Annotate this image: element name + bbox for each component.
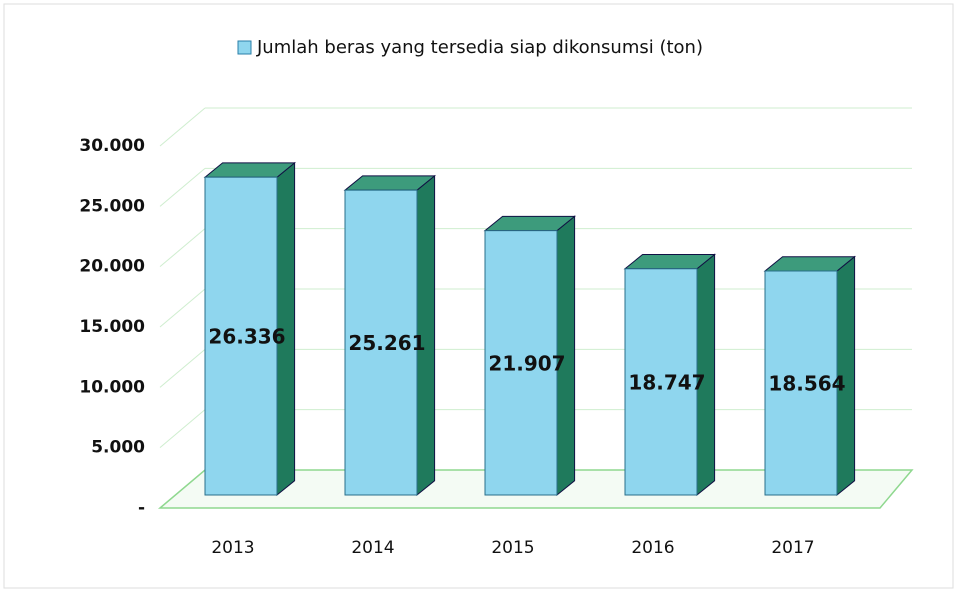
y-tick-label: 25.000 xyxy=(79,196,145,216)
bar xyxy=(204,176,278,496)
x-tick-label: 2014 xyxy=(351,538,394,558)
grid-line xyxy=(159,107,206,147)
y-tick-label: - xyxy=(138,498,145,518)
y-tick-label: 10.000 xyxy=(79,377,145,397)
x-tick-label: 2016 xyxy=(631,538,674,558)
grid-line xyxy=(159,348,206,388)
data-label: 26.336 xyxy=(208,325,285,349)
grid-line xyxy=(159,409,206,449)
data-label: 18.564 xyxy=(768,371,845,395)
data-label: 25.261 xyxy=(348,331,425,355)
data-label: 21.907 xyxy=(488,351,565,375)
data-label: 18.747 xyxy=(628,370,705,394)
y-tick-label: 15.000 xyxy=(79,317,145,337)
bar xyxy=(484,230,558,496)
bar xyxy=(624,268,698,496)
x-tick-label: 2017 xyxy=(771,538,814,558)
x-tick-label: 2013 xyxy=(211,538,254,558)
y-tick-label: 30.000 xyxy=(79,136,145,156)
y-tick-label: 5.000 xyxy=(91,438,145,458)
x-tick-label: 2015 xyxy=(491,538,534,558)
legend-label: Jumlah beras yang tersedia siap dikonsum… xyxy=(256,37,703,58)
grid-line xyxy=(159,228,206,268)
bar xyxy=(764,270,838,496)
y-tick-label: 20.000 xyxy=(79,257,145,277)
grid-line xyxy=(159,167,206,207)
grid-line xyxy=(159,288,206,328)
bar xyxy=(344,189,418,496)
legend-swatch xyxy=(237,40,252,55)
